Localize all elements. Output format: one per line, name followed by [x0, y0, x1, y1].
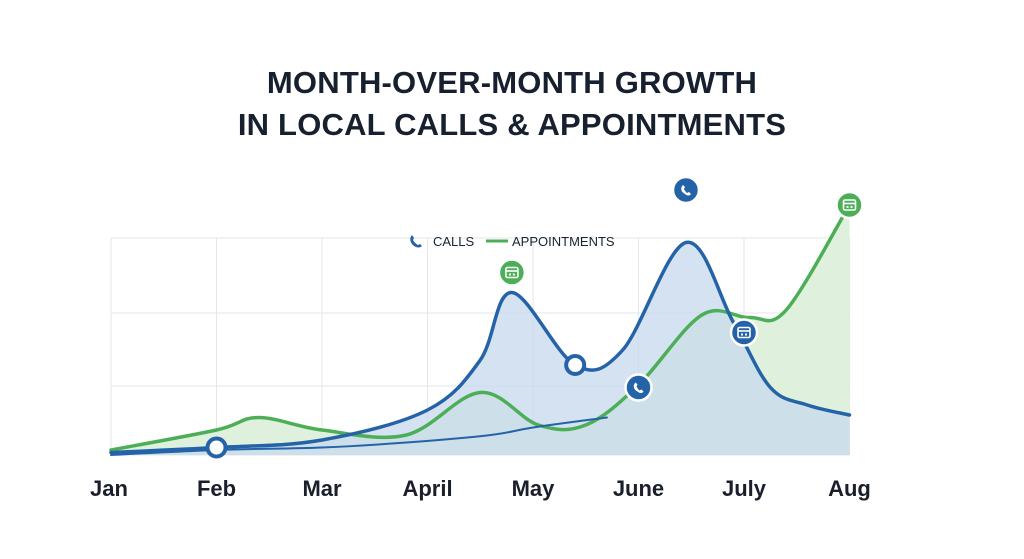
chart-title: MONTH-OVER-MONTH GROWTH IN LOCAL CALLS &…	[0, 62, 1024, 146]
x-tick-label-feb: Feb	[197, 476, 236, 501]
calendar-icon	[835, 190, 864, 220]
chart-title-line-2: IN LOCAL CALLS & APPOINTMENTS	[237, 107, 787, 142]
markers	[205, 175, 864, 459]
marker-badge	[729, 318, 759, 347]
legend-item-appointments: APPOINTMENTS	[486, 234, 615, 249]
legend-label-calls: CALLS	[433, 234, 475, 249]
marker-ring-0-0	[205, 436, 228, 459]
calendar-glyph-body	[505, 266, 519, 279]
series-line-appointments	[109, 203, 852, 452]
calendar-glyph-day	[508, 273, 511, 276]
x-tick-label-mar: Mar	[302, 476, 342, 501]
calendar-glyph-day	[512, 273, 515, 276]
calendar-glyph-body	[737, 326, 751, 339]
x-tick-label-june: June	[613, 476, 664, 501]
phone-glyph	[633, 382, 644, 393]
marker-badge	[497, 258, 527, 287]
marker-badge	[671, 175, 701, 205]
x-tick-label-july: July	[722, 476, 767, 501]
x-tick-label-april: April	[402, 476, 452, 501]
phone-icon	[671, 175, 701, 205]
calendar-glyph-day	[850, 206, 853, 208]
phone-icon	[624, 373, 653, 402]
calendar-glyph-day	[741, 333, 743, 336]
x-tick-label-may: May	[512, 476, 556, 501]
calendar-icon	[497, 258, 527, 287]
area-fills	[111, 205, 850, 455]
marker-badge	[835, 190, 864, 220]
marker-ring-0-1	[564, 354, 587, 376]
chart-title-line-1: MONTH-OVER-MONTH GROWTH	[266, 65, 758, 100]
legend-item-calls: CALLS	[410, 234, 475, 249]
area-fill-calls	[111, 242, 850, 455]
phone-icon	[410, 235, 422, 248]
calendar-icon	[729, 318, 759, 347]
calendar-glyph-day	[846, 206, 849, 208]
phone-glyph	[681, 185, 691, 196]
legend: CALLS APPOINTMENTS	[410, 234, 615, 249]
calendar-glyph-body	[842, 199, 857, 211]
marker-badge	[624, 373, 653, 402]
x-tick-label-aug: Aug	[828, 476, 871, 501]
x-tick-label-jan: Jan	[90, 476, 128, 501]
series-line-calls	[109, 240, 852, 455]
x-axis: Jan Feb Mar April May June July Aug	[90, 476, 871, 501]
legend-label-appointments: APPOINTMENTS	[512, 234, 615, 249]
calendar-glyph-day	[745, 333, 747, 336]
